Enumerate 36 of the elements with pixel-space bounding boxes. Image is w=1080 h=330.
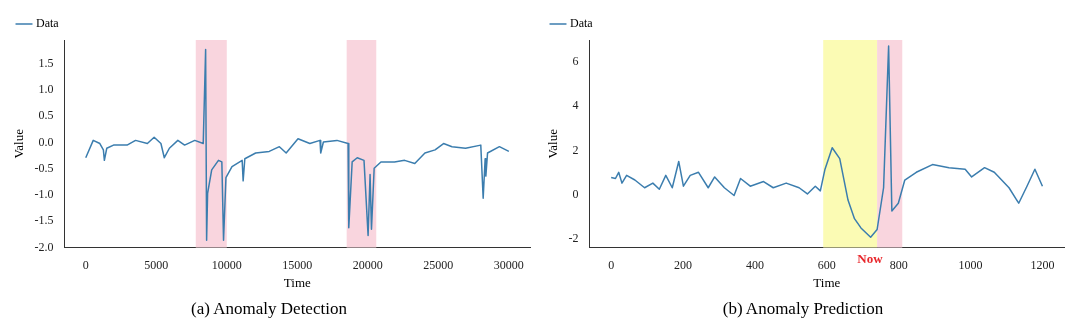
x-tick-label: 0 xyxy=(82,257,89,272)
y-axis-title: Value xyxy=(11,128,27,159)
y-tick-label: 1.5 xyxy=(38,55,54,70)
x-tick-label: 1200 xyxy=(1030,257,1055,272)
legend-label: Data xyxy=(36,16,60,31)
x-tick-label: 30000 xyxy=(493,257,524,272)
y-tick-label: 0.0 xyxy=(38,134,54,149)
x-tick-label: 0 xyxy=(608,257,615,272)
x-tick-label: 200 xyxy=(674,257,693,272)
x-tick-label: 25000 xyxy=(423,257,454,272)
x-tick-label: 800 xyxy=(889,257,908,272)
x-tick-label: 5000 xyxy=(144,257,169,272)
y-tick-label: 4 xyxy=(572,98,579,113)
text: (a) Anomaly Detection xyxy=(191,299,348,319)
y-tick-label: 6 xyxy=(572,54,579,69)
y-tick-label: -2.0 xyxy=(34,239,54,254)
y-tick-label: 1.0 xyxy=(38,82,54,97)
y-tick-label: 2 xyxy=(572,142,579,157)
x-tick-label: 20000 xyxy=(352,257,383,272)
x-tick-label: 400 xyxy=(745,257,764,272)
y-tick-label: -0.5 xyxy=(34,160,54,175)
y-tick-label: -2 xyxy=(568,230,579,245)
x-tick-label: 10000 xyxy=(211,257,242,272)
y-tick-label: 0 xyxy=(572,186,579,201)
x-tick-label: 600 xyxy=(817,257,836,272)
x-axis-title: Time xyxy=(813,275,841,291)
legend-label: Data xyxy=(570,16,594,31)
y-axis-title: Value xyxy=(545,128,561,159)
x-axis-title: Time xyxy=(283,275,312,291)
y-tick-label: -1.0 xyxy=(34,187,54,202)
y-tick-label: 0.5 xyxy=(38,108,54,123)
text: (b) Anomaly Prediction xyxy=(722,299,884,319)
x-tick-label: 15000 xyxy=(282,257,313,272)
y-tick-label: -1.5 xyxy=(34,213,54,228)
annotation: Now xyxy=(857,251,884,267)
x-tick-label: 1000 xyxy=(958,257,983,272)
